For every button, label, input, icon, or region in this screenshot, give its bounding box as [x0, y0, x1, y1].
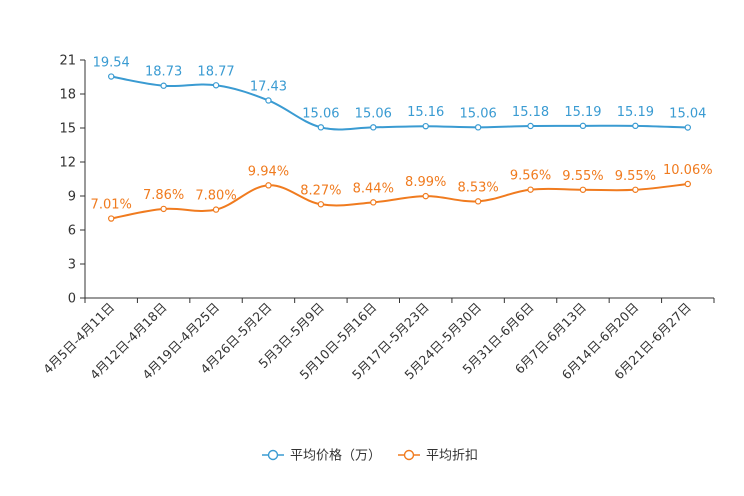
series-2: 7.01% 7.86% 7.80% 9.94% 8.27% 8.44% 8.99% 8.53%… [91, 163, 713, 222]
data-label: 15.19 [564, 105, 601, 120]
data-label: 18.77 [197, 64, 234, 79]
legend-label: 平均折扣 [426, 449, 478, 464]
data-point [212, 206, 220, 213]
data-label: 18.73 [145, 65, 182, 80]
y-tick-label: 6 [68, 224, 76, 239]
data-label: 17.43 [250, 79, 287, 94]
legend-label: 平均价格（万） [290, 448, 381, 464]
data-point [527, 122, 534, 130]
y-tick-label: 12 [59, 156, 76, 171]
y-tick-label: 18 [59, 88, 76, 103]
y-tick-label: 3 [68, 258, 76, 273]
data-point [212, 82, 220, 89]
y-tick-label: 9 [68, 190, 76, 205]
data-label: 19.54 [93, 56, 130, 71]
data-label: 8.53% [457, 180, 498, 195]
data-label: 15.19 [617, 105, 654, 120]
data-point [422, 192, 429, 200]
data-point [474, 124, 482, 131]
data-point [265, 97, 272, 104]
series-line [111, 182, 688, 220]
series-line [111, 75, 688, 131]
legend-item-1[interactable]: 平均价格（万） [262, 448, 381, 464]
y-tick-label: 21 [59, 54, 76, 69]
data-label: 9.56% [510, 169, 551, 184]
data-label: 7.86% [143, 188, 184, 203]
data-point [579, 186, 587, 193]
data-label: 10.06% [663, 163, 713, 178]
series-layer: 19.54 18.73 18.77 17.43 15.06 15.06 15.16 15.06… [91, 56, 713, 222]
data-point [684, 124, 691, 131]
y-tick-label: 0 [68, 292, 76, 307]
data-point [632, 122, 639, 130]
series-1: 19.54 18.73 18.77 17.43 15.06 15.06 15.16 15.06… [93, 56, 706, 131]
data-point [317, 201, 325, 208]
legend[interactable]: 平均价格（万） 平均折扣 [262, 448, 478, 464]
y-axis: 0 3 6 9 12 15 18 21 [59, 54, 86, 307]
data-label: 15.06 [355, 106, 392, 121]
data-label: 9.55% [615, 169, 656, 184]
data-label: 15.18 [512, 105, 549, 120]
data-label: 8.99% [405, 175, 446, 190]
legend-marker-icon [267, 449, 279, 461]
data-label: 9.94% [248, 164, 289, 179]
data-point [370, 199, 377, 206]
data-point [108, 215, 115, 222]
data-label: 15.06 [460, 106, 497, 121]
data-label: 8.27% [300, 183, 341, 198]
data-point [317, 124, 325, 131]
data-point [684, 180, 691, 188]
data-point [265, 182, 272, 189]
data-label: 7.01% [91, 198, 132, 213]
data-label: 15.06 [302, 106, 339, 121]
y-tick-label: 15 [59, 122, 76, 137]
data-point [632, 186, 639, 193]
legend-marker-icon [403, 449, 415, 461]
x-axis: 4月5日-4月11日4月12日-4月18日4月19日-4月25日4月26日-5月… [40, 297, 715, 382]
data-point [422, 122, 429, 130]
data-point [370, 124, 377, 131]
data-label: 15.04 [669, 107, 706, 122]
data-point [579, 122, 587, 130]
data-label: 15.16 [407, 105, 444, 120]
data-label: 7.80% [195, 189, 236, 204]
data-point [160, 82, 167, 89]
data-point [527, 186, 534, 193]
data-label: 9.55% [562, 169, 603, 184]
data-point [474, 198, 482, 205]
data-label: 8.44% [353, 181, 394, 196]
data-point [108, 73, 115, 80]
legend-item-2[interactable]: 平均折扣 [398, 449, 478, 464]
data-point [160, 205, 167, 213]
